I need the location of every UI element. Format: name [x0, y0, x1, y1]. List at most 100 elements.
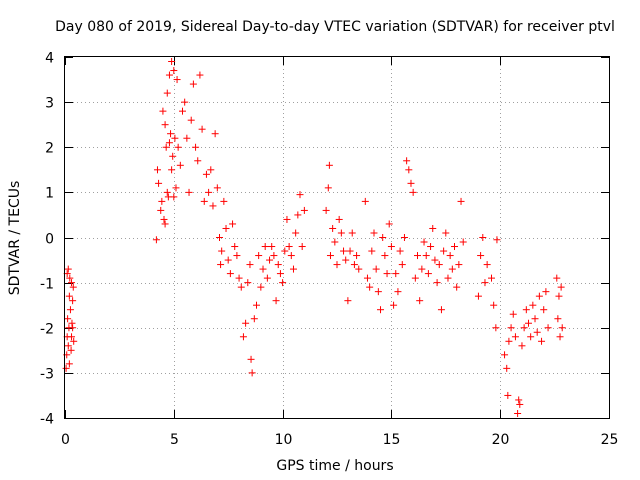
- data-point: [187, 116, 195, 124]
- data-point: [296, 191, 304, 199]
- data-point: [451, 243, 459, 251]
- data-point: [220, 197, 228, 205]
- data-point: [294, 211, 302, 219]
- data-point: [274, 261, 282, 269]
- data-point: [555, 292, 563, 300]
- data-point: [285, 243, 293, 251]
- data-point: [68, 319, 76, 327]
- data-point: [538, 337, 546, 345]
- data-point: [211, 130, 219, 138]
- data-point: [202, 170, 210, 178]
- data-point: [235, 274, 243, 282]
- x-axis-label: GPS time / hours: [276, 458, 393, 474]
- data-point: [185, 188, 193, 196]
- data-point: [160, 215, 168, 223]
- data-point: [161, 220, 169, 228]
- data-point: [170, 193, 178, 201]
- data-point: [557, 283, 565, 291]
- data-point: [507, 324, 515, 332]
- data-point: [247, 355, 255, 363]
- data-point: [62, 364, 70, 372]
- data-point: [64, 315, 72, 323]
- data-point: [170, 67, 178, 75]
- data-point: [231, 243, 239, 251]
- data-point: [505, 337, 513, 345]
- data-point: [266, 256, 274, 264]
- y-axis-label: SDTVAR / TECUs: [7, 181, 23, 296]
- data-point: [261, 243, 269, 251]
- data-point: [162, 143, 170, 151]
- data-point: [474, 292, 482, 300]
- data-point: [457, 197, 465, 205]
- x-tick-label: 10: [275, 432, 293, 448]
- data-point: [268, 243, 276, 251]
- data-point: [250, 315, 258, 323]
- data-point: [255, 252, 263, 260]
- data-point: [224, 256, 232, 264]
- data-point: [511, 333, 519, 341]
- data-point: [337, 229, 345, 237]
- plot-frame: [64, 56, 610, 419]
- data-point: [165, 71, 173, 79]
- data-point: [363, 274, 371, 282]
- x-tick-label: 20: [492, 432, 510, 448]
- y-tick-label: -4: [40, 412, 54, 428]
- data-point: [179, 107, 187, 115]
- data-point: [159, 107, 167, 115]
- data-point: [64, 265, 72, 273]
- data-point: [420, 238, 428, 246]
- data-point: [215, 234, 223, 241]
- data-point: [326, 252, 334, 260]
- data-point: [503, 364, 511, 372]
- data-point: [66, 274, 74, 282]
- data-point: [200, 197, 208, 205]
- y-tick-labels: 4 3 2 1 0 -1 -2 -3 -4: [40, 51, 54, 428]
- data-point: [422, 252, 430, 260]
- data-point: [209, 202, 217, 210]
- data-point: [244, 279, 252, 287]
- data-point: [477, 252, 485, 260]
- data-point: [368, 247, 376, 255]
- data-point: [263, 274, 271, 282]
- data-point: [174, 143, 182, 151]
- data-point: [165, 139, 173, 147]
- x-tick-label: 25: [601, 432, 619, 448]
- data-point: [542, 288, 550, 296]
- data-point: [385, 220, 393, 228]
- data-point: [233, 252, 241, 260]
- data-point: [64, 342, 72, 350]
- data-point: [69, 324, 77, 332]
- data-point: [416, 297, 424, 305]
- y-tick-label: 4: [45, 51, 54, 67]
- data-point: [67, 346, 75, 354]
- data-point: [355, 265, 363, 273]
- data-point: [242, 319, 250, 327]
- data-point: [509, 310, 517, 318]
- data-point: [518, 342, 526, 350]
- data-point: [483, 261, 491, 269]
- data-point: [287, 252, 295, 260]
- data-point: [183, 134, 191, 142]
- data-point: [455, 261, 463, 269]
- y-tick-label: -2: [40, 322, 54, 338]
- data-point: [257, 283, 265, 291]
- grid-lines: [65, 57, 609, 418]
- data-point: [333, 261, 341, 269]
- data-point: [158, 197, 166, 205]
- data-point: [172, 184, 180, 192]
- data-point: [448, 265, 456, 273]
- data-point: [189, 80, 197, 88]
- data-point: [196, 71, 204, 79]
- data-point: [350, 261, 358, 269]
- data-point: [366, 283, 374, 291]
- data-point: [487, 274, 495, 282]
- data-point: [246, 261, 254, 269]
- data-point: [390, 301, 398, 309]
- data-point: [153, 166, 161, 174]
- data-point: [192, 143, 200, 151]
- data-point: [492, 324, 500, 332]
- data-point: [194, 157, 202, 165]
- data-point: [427, 243, 435, 251]
- data-point: [544, 324, 552, 332]
- data-point: [531, 315, 539, 323]
